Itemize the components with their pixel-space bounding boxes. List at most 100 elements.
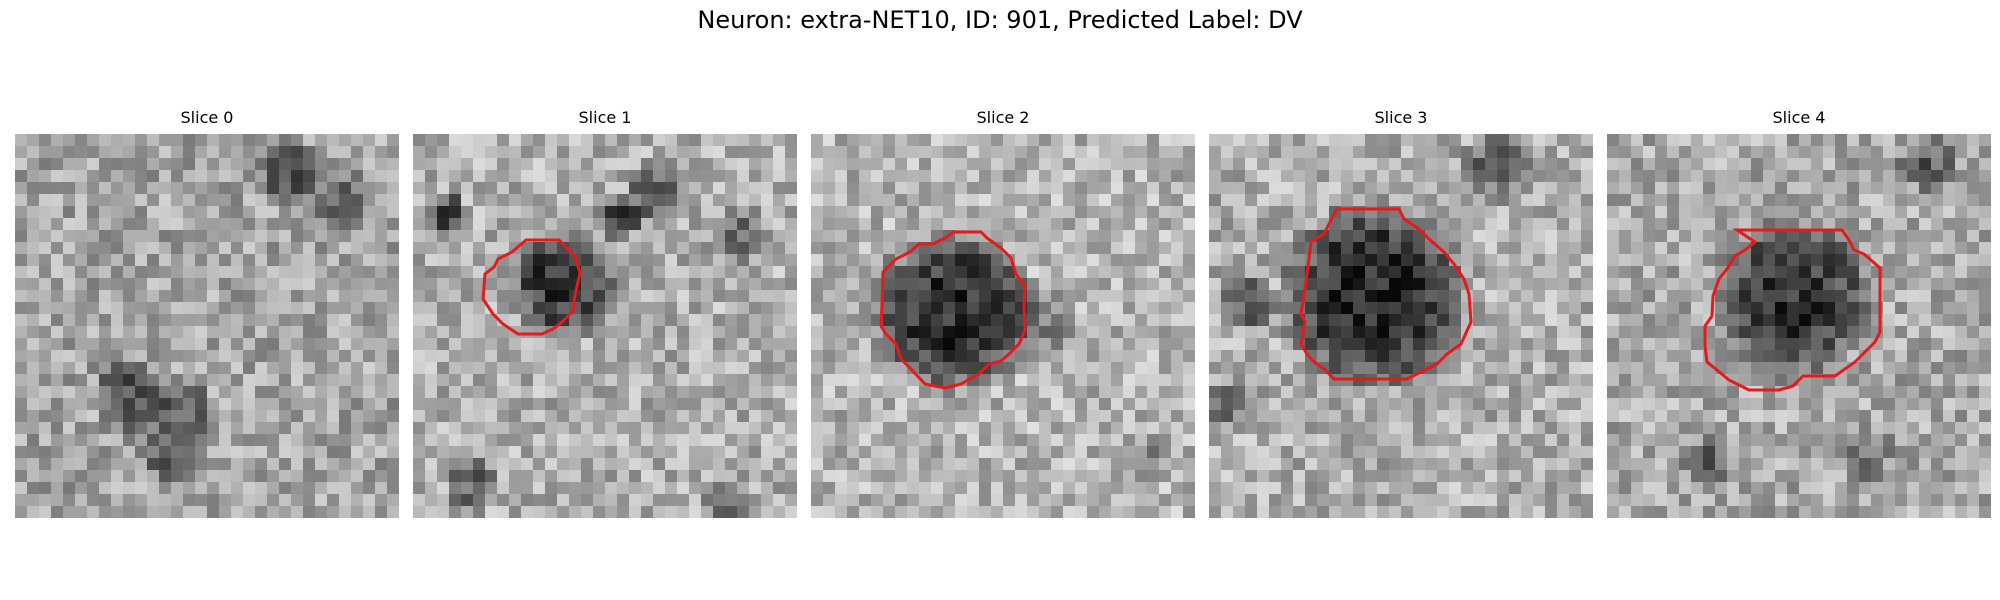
pixel: [955, 146, 968, 159]
pixel: [811, 374, 824, 387]
pixel: [641, 326, 654, 339]
pixel: [255, 338, 268, 351]
pixel: [823, 230, 836, 243]
pixel: [1233, 374, 1246, 387]
pixel: [773, 146, 786, 159]
pixel: [75, 134, 88, 147]
pixel: [1667, 458, 1680, 471]
pixel: [51, 494, 64, 507]
pixel: [1931, 398, 1944, 411]
pixel: [449, 374, 462, 387]
pixel: [99, 338, 112, 351]
pixel: [111, 314, 124, 327]
pixel: [823, 314, 836, 327]
pixel: [1557, 326, 1570, 339]
pixel: [605, 506, 618, 518]
pixel: [63, 326, 76, 339]
pixel: [871, 458, 884, 471]
pixel: [387, 266, 399, 279]
pixel: [725, 410, 738, 423]
pixel: [1703, 230, 1716, 243]
pixel: [339, 482, 352, 495]
pixel: [99, 170, 112, 183]
pixel: [99, 374, 112, 387]
pixel: [473, 338, 486, 351]
pixel: [871, 266, 884, 279]
pixel: [1533, 218, 1546, 231]
pixel: [1955, 314, 1968, 327]
pixel: [1389, 398, 1402, 411]
pixel: [1545, 398, 1558, 411]
pixel: [581, 290, 594, 303]
pixel: [1257, 410, 1270, 423]
pixel: [713, 446, 726, 459]
pixel: [859, 146, 872, 159]
pixel: [437, 182, 450, 195]
pixel: [773, 182, 786, 195]
pixel: [1509, 278, 1522, 291]
pixel: [1473, 158, 1486, 171]
pixel: [1763, 170, 1776, 183]
pixel: [1341, 278, 1354, 291]
pixel: [919, 350, 932, 363]
pixel: [1619, 386, 1632, 399]
pixel: [859, 158, 872, 171]
pixel: [1775, 434, 1788, 447]
pixel: [1051, 374, 1064, 387]
pixel: [1027, 218, 1040, 231]
pixel: [485, 446, 498, 459]
pixel: [1823, 278, 1836, 291]
pixel: [1329, 458, 1342, 471]
pixel: [315, 170, 328, 183]
pixel: [315, 434, 328, 447]
pixel: [617, 230, 630, 243]
pixel: [871, 278, 884, 291]
pixel: [1027, 266, 1040, 279]
pixel: [1425, 338, 1438, 351]
pixel: [1135, 374, 1148, 387]
pixel: [63, 158, 76, 171]
pixel: [1341, 218, 1354, 231]
pixel: [63, 314, 76, 327]
pixel: [461, 350, 474, 363]
pixel: [1245, 350, 1258, 363]
pixel: [943, 458, 956, 471]
pixel: [1619, 422, 1632, 435]
pixel: [1003, 338, 1016, 351]
pixel: [1449, 506, 1462, 518]
pixel: [641, 314, 654, 327]
pixel: [1245, 506, 1258, 518]
pixel: [207, 338, 220, 351]
pixel: [1643, 362, 1656, 375]
pixel: [183, 206, 196, 219]
pixel: [437, 146, 450, 159]
pixel: [979, 446, 992, 459]
pixel: [1449, 194, 1462, 207]
pixel: [689, 278, 702, 291]
pixel: [1871, 302, 1884, 315]
pixel: [1979, 266, 1991, 279]
pixel: [1655, 230, 1668, 243]
pixel: [1895, 446, 1908, 459]
pixel: [847, 410, 860, 423]
pixel: [1979, 146, 1991, 159]
pixel: [1763, 206, 1776, 219]
pixel: [1159, 506, 1172, 518]
pixel: [1607, 458, 1620, 471]
pixel: [485, 470, 498, 483]
pixel: [159, 302, 172, 315]
pixel: [27, 158, 40, 171]
pixel: [219, 218, 232, 231]
pixel: [1763, 338, 1776, 351]
pixel: [907, 278, 920, 291]
pixel: [665, 290, 678, 303]
pixel: [425, 434, 438, 447]
pixel: [895, 206, 908, 219]
pixel: [1943, 362, 1956, 375]
pixel: [1569, 182, 1582, 195]
pixel: [339, 194, 352, 207]
pixel: [63, 494, 76, 507]
pixel: [1329, 230, 1342, 243]
pixel: [375, 398, 388, 411]
pixel: [773, 134, 786, 147]
